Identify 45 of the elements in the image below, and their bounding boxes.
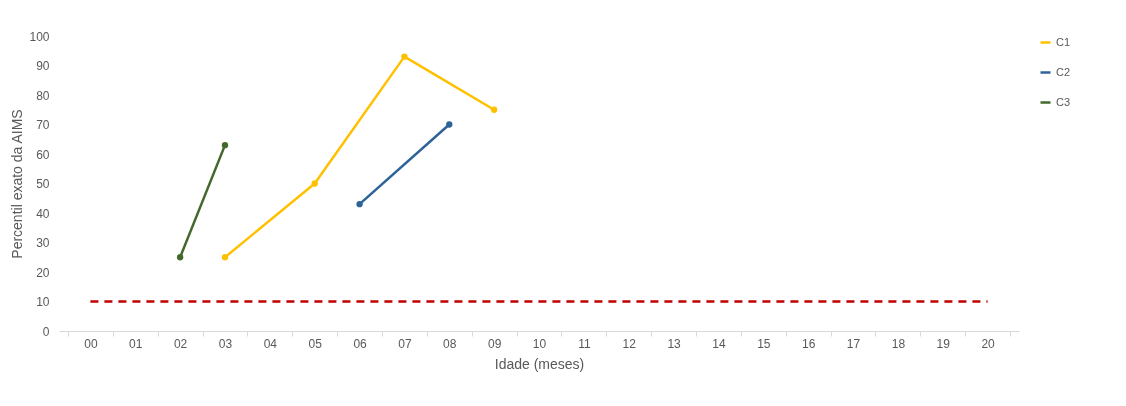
y-axis-title: Percentil exato da AIMS	[9, 109, 26, 259]
y-tick-label: 50	[36, 177, 50, 191]
point	[221, 254, 229, 261]
y-tick-label: 40	[36, 206, 50, 221]
legend-label: C1	[1056, 35, 1071, 48]
x-tick-label: 06	[353, 336, 368, 351]
x-tick-label: 15	[757, 336, 771, 351]
x-tick-label: 07	[398, 336, 412, 351]
point	[356, 200, 363, 208]
point	[176, 254, 184, 261]
x-tick-label: 04	[263, 336, 278, 351]
y-tick-label: 80	[36, 88, 50, 103]
x-tick-label: 05	[308, 336, 323, 351]
x-tick-label: 01	[129, 336, 143, 351]
y-tick-label: 90	[36, 59, 50, 73]
point	[401, 53, 408, 60]
point	[446, 121, 453, 128]
x-tick-label: 10	[532, 336, 547, 351]
y-tick-label: 60	[36, 147, 50, 162]
y-tick-label: 70	[36, 118, 50, 132]
x-tick-label: 00	[84, 336, 98, 351]
x-tick-label: 19	[936, 336, 951, 351]
point	[311, 180, 318, 187]
y-tick-label: 20	[36, 265, 50, 280]
x-tick-label: 03	[218, 336, 233, 351]
x-tick-label: 13	[667, 336, 682, 351]
x-tick-label: 02	[173, 336, 188, 351]
x-tick-label: 08	[443, 336, 457, 351]
x-tick-label: 17	[846, 336, 861, 351]
x-tick-label: 20	[981, 336, 996, 351]
x-tick-label: 14	[712, 336, 726, 351]
point	[490, 106, 498, 113]
x-tick-label: 16	[801, 336, 816, 351]
y-tick-label: 30	[36, 236, 50, 250]
x-tick-label: 11	[578, 336, 591, 351]
x-tick-label: 09	[487, 336, 502, 351]
x-tick-label: 18	[891, 336, 906, 351]
x-axis-title: Idade (meses)	[494, 355, 585, 372]
x-tick-label: 12	[622, 336, 637, 351]
point	[221, 141, 229, 149]
legend-label: C3	[1056, 95, 1071, 108]
y-tick-label: 0	[42, 324, 50, 339]
legend-label: C2	[1056, 65, 1071, 78]
y-tick-label: 100	[29, 29, 50, 44]
y-tick-label: 10	[36, 295, 50, 309]
